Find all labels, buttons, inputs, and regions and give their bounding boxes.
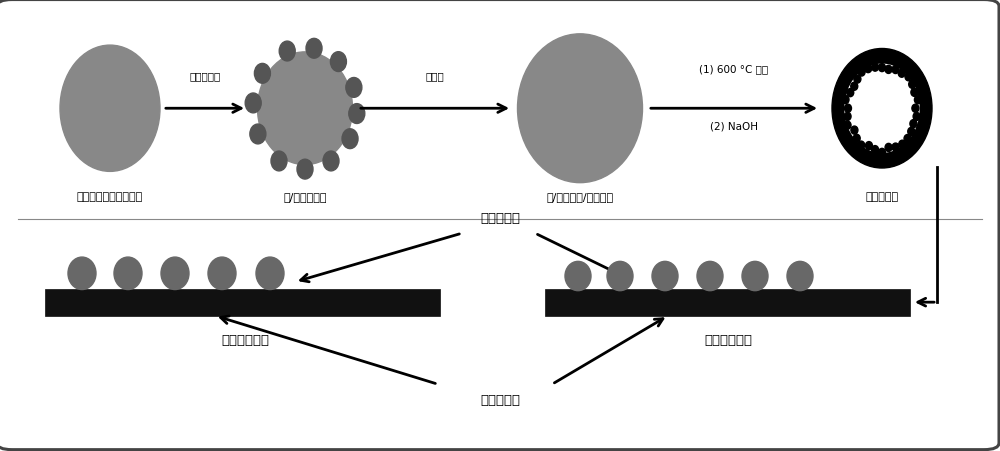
Ellipse shape: [845, 64, 919, 152]
Ellipse shape: [865, 142, 872, 150]
Text: 多巴胺: 多巴胺: [426, 71, 444, 81]
Ellipse shape: [844, 112, 851, 120]
Ellipse shape: [271, 151, 287, 171]
Ellipse shape: [245, 93, 261, 113]
Ellipse shape: [250, 124, 266, 144]
Ellipse shape: [844, 121, 851, 129]
Ellipse shape: [905, 73, 912, 81]
Ellipse shape: [844, 104, 851, 112]
Ellipse shape: [898, 69, 905, 77]
Ellipse shape: [565, 262, 591, 291]
Text: 钯纳米粒子: 钯纳米粒子: [189, 71, 221, 81]
Ellipse shape: [872, 63, 879, 71]
Ellipse shape: [697, 262, 723, 291]
Text: 钯纳米粒子: 钯纳米粒子: [480, 212, 520, 226]
Ellipse shape: [652, 262, 678, 291]
Ellipse shape: [349, 104, 365, 124]
Ellipse shape: [258, 52, 352, 165]
Ellipse shape: [518, 34, 642, 183]
Ellipse shape: [865, 64, 872, 73]
Ellipse shape: [912, 104, 919, 112]
Ellipse shape: [851, 82, 858, 90]
Ellipse shape: [787, 262, 813, 291]
Text: (1) 600 °C 氮气: (1) 600 °C 氮气: [699, 64, 769, 74]
Ellipse shape: [913, 112, 920, 120]
Ellipse shape: [832, 49, 932, 168]
Ellipse shape: [161, 257, 189, 290]
Ellipse shape: [306, 38, 322, 58]
Ellipse shape: [607, 262, 633, 291]
Text: 镶嵌负载方法: 镶嵌负载方法: [704, 334, 752, 347]
Ellipse shape: [892, 65, 899, 74]
Ellipse shape: [208, 257, 236, 290]
Ellipse shape: [872, 146, 879, 154]
Text: 钯/二氧化硅球: 钯/二氧化硅球: [283, 192, 327, 202]
Ellipse shape: [342, 129, 358, 149]
Text: 钯碳催化剂: 钯碳催化剂: [865, 192, 899, 202]
Ellipse shape: [279, 41, 295, 61]
Bar: [45, 289, 440, 316]
Text: 氨基修饰的二氧化硅球: 氨基修饰的二氧化硅球: [77, 192, 143, 202]
Ellipse shape: [330, 52, 346, 72]
Ellipse shape: [879, 64, 886, 72]
Ellipse shape: [256, 257, 284, 290]
Ellipse shape: [853, 134, 860, 143]
Ellipse shape: [858, 141, 865, 149]
Ellipse shape: [899, 140, 906, 148]
Ellipse shape: [914, 96, 921, 104]
Ellipse shape: [910, 120, 917, 128]
Ellipse shape: [909, 80, 916, 88]
Ellipse shape: [346, 78, 362, 97]
Ellipse shape: [847, 88, 854, 97]
Text: 传统负载方法: 传统负载方法: [221, 334, 269, 347]
Ellipse shape: [892, 143, 899, 151]
Text: 催化剂载体: 催化剂载体: [480, 394, 520, 407]
Ellipse shape: [904, 134, 911, 143]
Ellipse shape: [908, 127, 915, 135]
Ellipse shape: [68, 257, 96, 290]
Ellipse shape: [60, 45, 160, 171]
Ellipse shape: [879, 148, 886, 156]
Ellipse shape: [114, 257, 142, 290]
Bar: [545, 289, 910, 316]
Ellipse shape: [254, 64, 270, 83]
Ellipse shape: [851, 126, 858, 134]
Ellipse shape: [911, 88, 918, 97]
Ellipse shape: [323, 151, 339, 171]
Ellipse shape: [297, 159, 313, 179]
Ellipse shape: [842, 96, 849, 104]
Ellipse shape: [858, 68, 865, 76]
Text: 钯/二氧化硅/聚多巴胺: 钯/二氧化硅/聚多巴胺: [546, 192, 614, 202]
Ellipse shape: [885, 143, 892, 152]
Ellipse shape: [742, 262, 768, 291]
Ellipse shape: [854, 75, 861, 83]
Text: (2) NaOH: (2) NaOH: [710, 122, 758, 132]
Ellipse shape: [885, 65, 892, 74]
